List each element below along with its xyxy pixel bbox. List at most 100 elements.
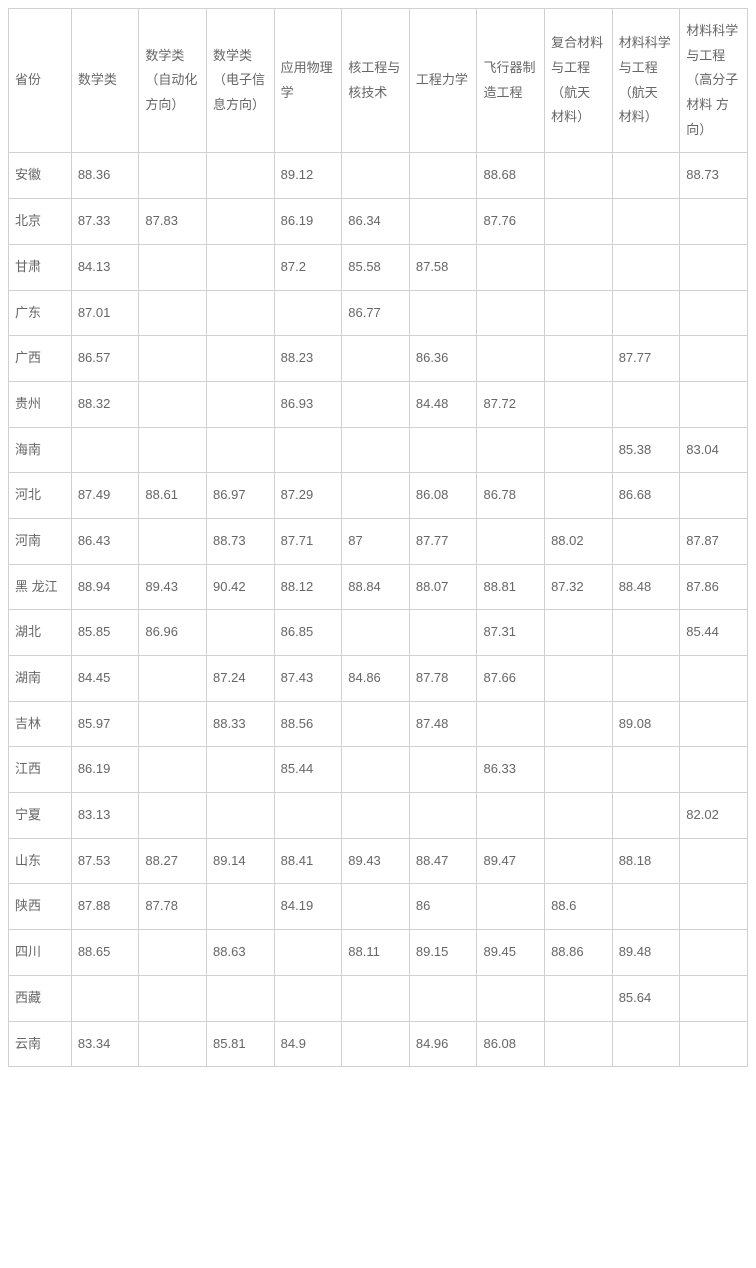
- cell-value: [680, 701, 748, 747]
- table-row: 贵州88.3286.9384.4887.72: [9, 381, 748, 427]
- cell-value: [477, 701, 545, 747]
- cell-province: 吉林: [9, 701, 72, 747]
- cell-value: [139, 290, 207, 336]
- cell-value: [409, 975, 477, 1021]
- cell-value: [409, 199, 477, 245]
- cell-value: 87.66: [477, 656, 545, 702]
- cell-value: [139, 153, 207, 199]
- cell-value: [680, 838, 748, 884]
- cell-value: 87.78: [139, 884, 207, 930]
- cell-value: 88.11: [342, 930, 410, 976]
- cell-value: [139, 975, 207, 1021]
- cell-value: 87.43: [274, 656, 342, 702]
- cell-value: 88.81: [477, 564, 545, 610]
- cell-value: 85.58: [342, 244, 410, 290]
- cell-value: [545, 610, 613, 656]
- col-header-aircraft: 飞行器制造工程: [477, 9, 545, 153]
- cell-value: 84.13: [71, 244, 139, 290]
- cell-value: [680, 336, 748, 382]
- cell-value: [274, 930, 342, 976]
- cell-value: [342, 747, 410, 793]
- cell-value: [680, 199, 748, 245]
- cell-province: 黑 龙江: [9, 564, 72, 610]
- cell-value: [207, 244, 275, 290]
- cell-value: [409, 153, 477, 199]
- cell-value: 88.94: [71, 564, 139, 610]
- table-row: 湖南84.4587.2487.4384.8687.7887.66: [9, 656, 748, 702]
- cell-value: 87.86: [680, 564, 748, 610]
- cell-value: [409, 290, 477, 336]
- cell-value: [612, 518, 680, 564]
- cell-value: 86.93: [274, 381, 342, 427]
- cell-province: 云南: [9, 1021, 72, 1067]
- cell-value: 89.43: [139, 564, 207, 610]
- cell-province: 广西: [9, 336, 72, 382]
- cell-value: [139, 701, 207, 747]
- cell-province: 河北: [9, 473, 72, 519]
- cell-value: 84.86: [342, 656, 410, 702]
- cell-value: 87.76: [477, 199, 545, 245]
- cell-value: [545, 290, 613, 336]
- cell-value: 87.01: [71, 290, 139, 336]
- cell-value: [680, 747, 748, 793]
- col-header-math-automation: 数学类（自动化 方向）: [139, 9, 207, 153]
- table-row: 河南86.4388.7387.718787.7788.0287.87: [9, 518, 748, 564]
- cell-province: 甘肃: [9, 244, 72, 290]
- cell-value: [342, 153, 410, 199]
- cell-value: [207, 199, 275, 245]
- cell-value: 88.47: [409, 838, 477, 884]
- cell-value: 86.85: [274, 610, 342, 656]
- cell-value: [207, 336, 275, 382]
- cell-value: [477, 336, 545, 382]
- cell-value: [409, 610, 477, 656]
- cell-value: [680, 884, 748, 930]
- cell-value: 87.88: [71, 884, 139, 930]
- table-body: 安徽88.3689.1288.6888.73北京87.3387.8386.198…: [9, 153, 748, 1067]
- col-header-nuclear: 核工程与核技术: [342, 9, 410, 153]
- cell-value: 88.63: [207, 930, 275, 976]
- cell-value: 84.45: [71, 656, 139, 702]
- table-row: 广西86.5788.2386.3687.77: [9, 336, 748, 382]
- cell-value: [680, 656, 748, 702]
- cell-value: [477, 427, 545, 473]
- table-row: 江西86.1985.4486.33: [9, 747, 748, 793]
- cell-value: [139, 793, 207, 839]
- cell-value: 88.6: [545, 884, 613, 930]
- cell-value: 89.15: [409, 930, 477, 976]
- cell-value: [139, 518, 207, 564]
- cell-value: [612, 747, 680, 793]
- cell-value: [680, 1021, 748, 1067]
- cell-value: [207, 153, 275, 199]
- cell-value: [612, 884, 680, 930]
- cell-value: 89.08: [612, 701, 680, 747]
- cell-value: [612, 244, 680, 290]
- cell-value: [680, 975, 748, 1021]
- cell-value: [207, 747, 275, 793]
- table-row: 黑 龙江88.9489.4390.4288.1288.8488.0788.818…: [9, 564, 748, 610]
- cell-value: 87.72: [477, 381, 545, 427]
- cell-value: 86.19: [274, 199, 342, 245]
- cell-value: [139, 427, 207, 473]
- cell-value: [207, 290, 275, 336]
- cell-value: [207, 884, 275, 930]
- cell-value: [545, 199, 613, 245]
- cell-value: 89.14: [207, 838, 275, 884]
- col-header-math: 数学类: [71, 9, 139, 153]
- cell-value: 90.42: [207, 564, 275, 610]
- cell-value: [207, 381, 275, 427]
- cell-value: 86.33: [477, 747, 545, 793]
- table-header-row: 省份 数学类 数学类（自动化 方向） 数学类（电子信息方向） 应用物理学 核工程…: [9, 9, 748, 153]
- cell-value: 86.43: [71, 518, 139, 564]
- cell-province: 湖北: [9, 610, 72, 656]
- cell-value: [274, 793, 342, 839]
- cell-value: 86.57: [71, 336, 139, 382]
- cell-value: [612, 610, 680, 656]
- col-header-material-polymer: 材料科学与工程（高分子材料 方向）: [680, 9, 748, 153]
- cell-value: [139, 747, 207, 793]
- cell-value: 87.31: [477, 610, 545, 656]
- cell-value: 83.13: [71, 793, 139, 839]
- cell-value: [477, 518, 545, 564]
- cell-value: [342, 975, 410, 1021]
- cell-value: [680, 290, 748, 336]
- cell-value: 88.23: [274, 336, 342, 382]
